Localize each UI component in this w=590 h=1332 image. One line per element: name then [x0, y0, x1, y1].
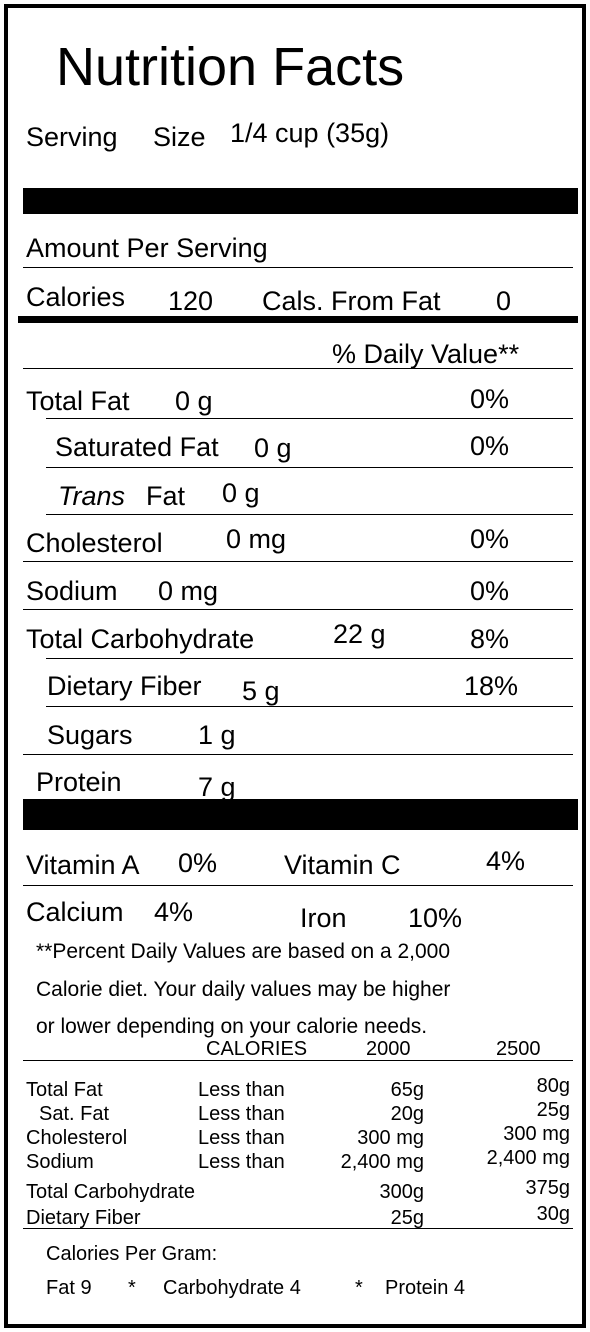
divider: [23, 1228, 573, 1229]
divider: [23, 561, 573, 562]
ref-row-2000: 65g: [390, 1079, 424, 1101]
protein-amount: 7 g: [198, 772, 236, 802]
calories-per-gram-label: Calories Per Gram:: [46, 1243, 218, 1265]
divider: [23, 609, 573, 610]
ref-row-2500: 2,400 mg: [486, 1147, 570, 1169]
total-carbohydrate-label: Total Carbohydrate: [26, 624, 255, 654]
cpg-carbohydrate: Carbohydrate 4: [163, 1277, 301, 1299]
total-fat-amount: 0 g: [175, 386, 213, 416]
calories-value: 120: [168, 286, 214, 316]
amount-per-serving-label: Amount Per Serving: [26, 233, 268, 263]
divider: [23, 267, 573, 268]
thick-divider-top: [23, 188, 578, 214]
divider: [46, 706, 573, 707]
ref-header-2000: 2000: [366, 1038, 411, 1060]
sugars-label: Sugars: [47, 720, 133, 750]
cpg-separator: *: [355, 1277, 363, 1299]
cholesterol-label: Cholesterol: [26, 528, 163, 558]
ref-row-2000: 20g: [390, 1103, 424, 1125]
total-fat-dv: 0%: [470, 384, 510, 414]
footnote-line-2: Calorie diet. Your daily values may be h…: [36, 978, 451, 1001]
ref-row-2500: 375g: [525, 1177, 571, 1199]
serving-size-value: 1/4 cup (35g): [230, 118, 390, 148]
calories-label: Calories: [26, 282, 126, 312]
ref-row-name: Total Carbohydrate: [26, 1181, 195, 1203]
divider: [23, 1060, 573, 1061]
divider: [46, 514, 573, 515]
ref-row-qualifier: Less than: [198, 1151, 285, 1173]
sodium-dv: 0%: [470, 576, 510, 606]
ref-row-2500: 300 mg: [503, 1123, 570, 1145]
footnote-line-1: **Percent Daily Values are based on a 2,…: [36, 940, 451, 963]
cholesterol-amount: 0 mg: [226, 524, 287, 554]
cpg-fat: Fat 9: [46, 1277, 92, 1299]
total-carbohydrate-dv: 8%: [470, 624, 510, 654]
medium-divider: [18, 316, 578, 323]
ref-row-qualifier: Less than: [198, 1127, 285, 1149]
footnote-line-3: or lower depending on your calorie needs…: [36, 1015, 428, 1038]
iron-value: 10%: [408, 903, 463, 933]
calcium-value: 4%: [154, 897, 194, 927]
vitamin-a-value: 0%: [178, 848, 218, 878]
ref-row-2500: 80g: [536, 1075, 570, 1097]
saturated-fat-label: Saturated Fat: [55, 432, 219, 462]
ref-row-name: Sat. Fat: [39, 1103, 110, 1125]
vitamin-c-label: Vitamin C: [284, 850, 401, 880]
saturated-fat-amount: 0 g: [254, 433, 292, 463]
label-title: Nutrition Facts: [56, 37, 405, 97]
dietary-fiber-label: Dietary Fiber: [47, 671, 202, 701]
calories-from-fat-label: Cals. From Fat: [262, 286, 441, 316]
ref-header-calories: CALORIES: [206, 1038, 308, 1060]
ref-row-name: Total Fat: [26, 1079, 103, 1101]
sodium-label: Sodium: [26, 576, 118, 606]
protein-label: Protein: [36, 767, 122, 797]
ref-row-name: Dietary Fiber: [26, 1207, 141, 1229]
ref-header-2500: 2500: [496, 1038, 541, 1060]
nutrition-facts-label: Nutrition Facts Serving Size 1/4 cup (35…: [4, 4, 586, 1328]
thick-divider-bottom: [23, 799, 578, 830]
saturated-fat-dv: 0%: [470, 431, 510, 461]
dietary-fiber-dv: 18%: [464, 671, 519, 701]
ref-row-qualifier: Less than: [198, 1079, 285, 1101]
total-carbohydrate-amount: 22 g: [333, 619, 386, 649]
dietary-fiber-amount: 5 g: [242, 676, 280, 706]
divider: [46, 418, 573, 419]
serving-size-label: Size: [153, 122, 206, 152]
sugars-amount: 1 g: [198, 720, 236, 750]
divider: [23, 368, 573, 369]
vitamin-c-value: 4%: [486, 846, 526, 876]
ref-row-qualifier: Less than: [198, 1103, 285, 1125]
ref-row-2500: 25g: [536, 1099, 570, 1121]
cholesterol-dv: 0%: [470, 524, 510, 554]
divider: [46, 467, 573, 468]
sodium-amount: 0 mg: [158, 576, 219, 606]
divider: [23, 754, 573, 755]
ref-row-2000: 300g: [379, 1181, 425, 1203]
cpg-protein: Protein 4: [385, 1277, 466, 1299]
trans-fat-label-rest: Fat: [146, 481, 186, 511]
ref-row-2000: 25g: [390, 1207, 424, 1229]
ref-row-2500: 30g: [536, 1203, 570, 1225]
cpg-separator: *: [128, 1277, 136, 1299]
calories-from-fat-value: 0: [496, 286, 512, 316]
divider: [23, 885, 573, 886]
ref-row-2000: 300 mg: [357, 1127, 424, 1149]
daily-value-header: % Daily Value**: [332, 339, 520, 369]
ref-row-name: Sodium: [26, 1151, 94, 1173]
trans-fat-label-italic: Trans: [58, 481, 126, 511]
divider: [46, 658, 573, 659]
ref-row-name: Cholesterol: [26, 1127, 128, 1149]
serving-label: Serving: [26, 122, 118, 152]
iron-label: Iron: [300, 903, 347, 933]
total-fat-label: Total Fat: [26, 386, 130, 416]
vitamin-a-label: Vitamin A: [26, 850, 140, 880]
trans-fat-amount: 0 g: [222, 478, 260, 508]
ref-row-2000: 2,400 mg: [340, 1151, 424, 1173]
calcium-label: Calcium: [26, 897, 124, 927]
